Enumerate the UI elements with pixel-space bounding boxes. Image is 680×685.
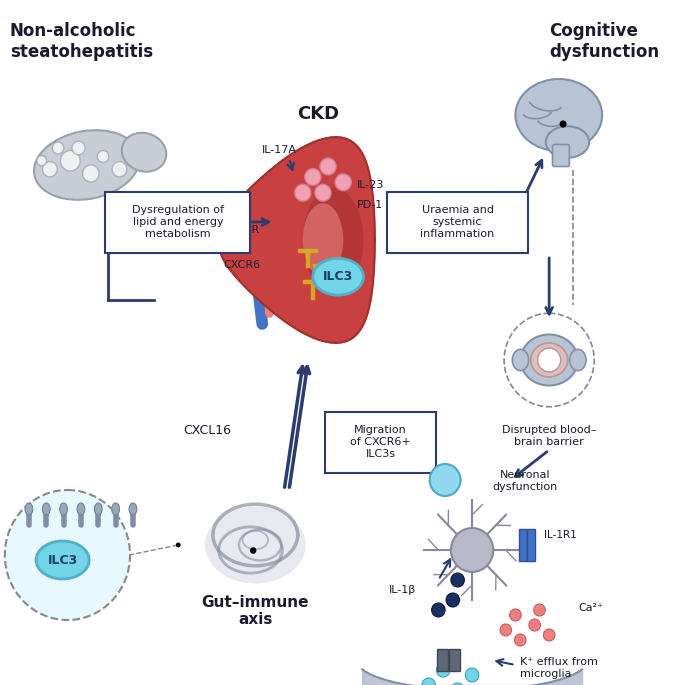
FancyBboxPatch shape [553,145,569,166]
FancyBboxPatch shape [324,412,437,473]
Text: IL-1β: IL-1β [389,585,416,595]
Text: Non-alcoholic
steatohepatitis: Non-alcoholic steatohepatitis [10,22,153,61]
Circle shape [305,169,321,186]
FancyBboxPatch shape [388,192,528,253]
Text: Cognitive
dysfunction: Cognitive dysfunction [549,22,660,61]
Ellipse shape [34,130,139,200]
Ellipse shape [112,503,120,515]
Text: ILC3: ILC3 [323,271,354,284]
Circle shape [500,624,511,636]
Circle shape [543,629,555,641]
Ellipse shape [520,334,578,386]
Ellipse shape [77,503,85,515]
Ellipse shape [570,349,586,371]
Text: IL-17A: IL-17A [262,145,297,155]
Circle shape [112,162,127,177]
Text: Ca²⁺: Ca²⁺ [578,603,603,613]
Circle shape [37,155,47,166]
Ellipse shape [122,133,167,172]
Circle shape [72,141,85,155]
Ellipse shape [512,349,528,371]
Text: Dysregulation of
lipid and energy
metabolism: Dysregulation of lipid and energy metabo… [132,206,224,238]
Text: IL-23: IL-23 [356,180,384,190]
FancyBboxPatch shape [437,649,448,671]
Circle shape [315,184,331,201]
Ellipse shape [25,503,33,515]
Ellipse shape [515,79,602,151]
Circle shape [42,162,57,177]
Circle shape [560,121,566,127]
Text: CXCR6: CXCR6 [223,260,260,270]
Circle shape [335,174,352,190]
Circle shape [422,678,435,685]
Circle shape [176,543,181,547]
Text: Gut–immune
axis: Gut–immune axis [201,595,309,627]
Circle shape [446,593,460,607]
Ellipse shape [546,126,589,158]
Circle shape [250,547,256,553]
FancyBboxPatch shape [520,529,527,561]
Circle shape [515,634,526,646]
Circle shape [432,603,445,617]
Text: Disrupted blood–
brain barrier: Disrupted blood– brain barrier [502,425,596,447]
Text: CXCL16: CXCL16 [183,423,231,436]
Ellipse shape [129,503,137,515]
Circle shape [437,663,450,677]
Text: CKD: CKD [297,105,339,123]
Circle shape [465,668,479,682]
Ellipse shape [303,203,343,277]
Circle shape [451,573,464,587]
Ellipse shape [303,188,363,292]
Ellipse shape [42,503,50,515]
Text: K⁺ efflux from
microglia: K⁺ efflux from microglia [520,657,598,679]
Text: ILC3: ILC3 [48,553,78,566]
Circle shape [52,142,64,154]
Ellipse shape [60,503,67,515]
Circle shape [294,184,311,201]
Circle shape [534,604,545,616]
Ellipse shape [95,503,102,515]
Text: Neuronal
dysfunction: Neuronal dysfunction [492,470,558,492]
Ellipse shape [205,506,305,584]
Text: PD-1: PD-1 [356,200,383,210]
Circle shape [451,528,493,572]
Text: Migration
of CXCR6+
ILC3s: Migration of CXCR6+ ILC3s [350,425,411,458]
Circle shape [5,490,130,620]
FancyBboxPatch shape [449,649,460,671]
Ellipse shape [538,348,560,372]
Ellipse shape [36,541,89,579]
Circle shape [320,158,336,175]
Circle shape [430,464,460,496]
Circle shape [97,151,109,162]
Ellipse shape [313,258,363,295]
Text: IL-1R1: IL-1R1 [544,530,577,540]
Circle shape [82,165,99,182]
Circle shape [451,683,464,685]
FancyBboxPatch shape [527,529,534,561]
Circle shape [529,619,541,631]
FancyBboxPatch shape [105,192,250,253]
Polygon shape [218,137,375,343]
Text: IL-23R: IL-23R [225,225,260,235]
Ellipse shape [530,343,568,377]
Circle shape [61,151,80,171]
Text: Uraemia and
systemic
inflammation: Uraemia and systemic inflammation [420,206,495,238]
Circle shape [509,609,521,621]
